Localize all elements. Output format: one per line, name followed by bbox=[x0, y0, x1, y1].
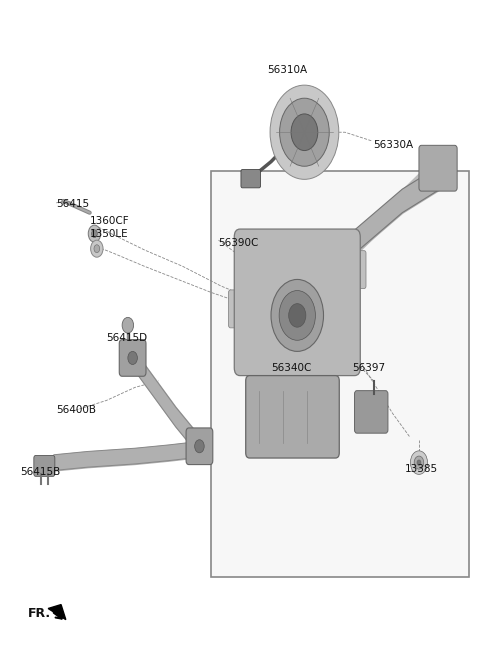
Text: 56390C: 56390C bbox=[218, 238, 259, 248]
Circle shape bbox=[270, 85, 339, 179]
Bar bbox=[211, 171, 469, 577]
Circle shape bbox=[94, 245, 100, 252]
FancyBboxPatch shape bbox=[228, 290, 261, 328]
Text: 56415D: 56415D bbox=[107, 333, 147, 344]
Text: 56397: 56397 bbox=[352, 363, 385, 373]
Circle shape bbox=[92, 230, 97, 238]
FancyBboxPatch shape bbox=[334, 251, 366, 288]
Circle shape bbox=[414, 456, 424, 469]
Circle shape bbox=[91, 240, 103, 257]
Text: 56340C: 56340C bbox=[271, 363, 312, 373]
Text: 1360CF: 1360CF bbox=[90, 215, 129, 225]
Text: 56415: 56415 bbox=[56, 199, 89, 209]
FancyBboxPatch shape bbox=[119, 340, 146, 376]
Circle shape bbox=[410, 451, 428, 474]
FancyBboxPatch shape bbox=[355, 391, 388, 433]
Text: 56310A: 56310A bbox=[268, 65, 308, 75]
Circle shape bbox=[128, 351, 137, 365]
Circle shape bbox=[417, 460, 421, 465]
Text: 13385: 13385 bbox=[405, 464, 438, 474]
Circle shape bbox=[279, 290, 315, 340]
Circle shape bbox=[291, 114, 318, 150]
Text: 56400B: 56400B bbox=[56, 405, 96, 415]
Text: FR.: FR. bbox=[28, 606, 51, 620]
Circle shape bbox=[88, 225, 101, 242]
Circle shape bbox=[280, 98, 329, 166]
Text: 1350LE: 1350LE bbox=[90, 229, 128, 238]
Text: 56415B: 56415B bbox=[21, 467, 61, 478]
FancyBboxPatch shape bbox=[419, 145, 457, 191]
Circle shape bbox=[122, 317, 133, 333]
Polygon shape bbox=[48, 604, 66, 620]
FancyBboxPatch shape bbox=[234, 229, 360, 376]
Circle shape bbox=[288, 304, 306, 327]
FancyBboxPatch shape bbox=[186, 428, 213, 464]
FancyBboxPatch shape bbox=[241, 170, 261, 188]
FancyBboxPatch shape bbox=[34, 455, 55, 476]
FancyBboxPatch shape bbox=[246, 376, 339, 458]
Circle shape bbox=[271, 279, 324, 351]
Circle shape bbox=[195, 440, 204, 453]
Text: 56330A: 56330A bbox=[373, 141, 414, 150]
